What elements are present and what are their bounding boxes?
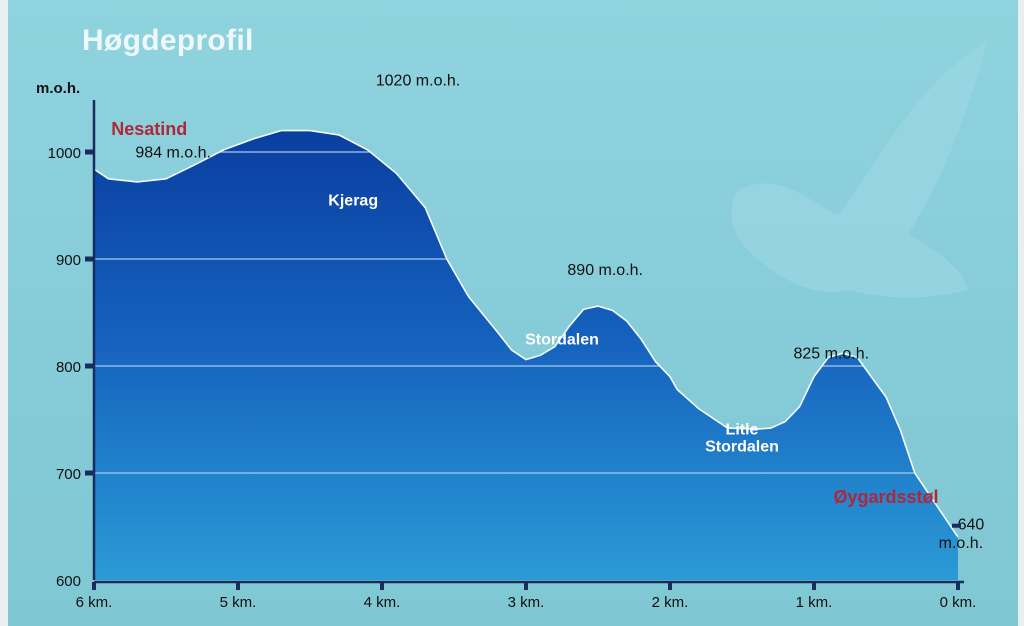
- eagle-silhouette: [731, 40, 988, 298]
- endpoint-marker: [952, 523, 961, 528]
- x-tick-5: [236, 582, 240, 590]
- y-tick-1000: [85, 149, 93, 155]
- place-label-2: Litle: [726, 421, 759, 438]
- y-tick-label-900: 900: [56, 252, 81, 269]
- elevation-annotation-0: 984 m.o.h.: [135, 144, 211, 161]
- y-tick-800: [85, 363, 93, 369]
- elevation-annotation-4: 640: [958, 517, 985, 534]
- x-tick-label-5: 5 km.: [220, 594, 257, 611]
- place-label-1: Stordalen: [525, 332, 599, 349]
- y-tick-label-1000: 1000: [48, 145, 81, 162]
- chart-title: Høgdeprofil: [82, 24, 254, 57]
- y-axis-label: m.o.h.: [36, 80, 80, 97]
- elevation-annotation-2: 890 m.o.h.: [567, 262, 643, 279]
- place-label-3: Stordalen: [705, 439, 779, 456]
- elevation-annotation-5: m.o.h.: [939, 535, 983, 552]
- peak-name-1: Øygardsstøl: [833, 487, 938, 507]
- x-tick-label-4: 4 km.: [364, 594, 401, 611]
- elevation-annotation-1: 1020 m.o.h.: [376, 73, 461, 90]
- y-tick-900: [85, 256, 93, 262]
- x-tick-0: [956, 582, 960, 590]
- peak-name-0: Nesatind: [111, 119, 187, 139]
- x-tick-label-1: 1 km.: [796, 594, 833, 611]
- elevation-area: [94, 130, 958, 580]
- y-tick-label-600: 600: [56, 573, 81, 590]
- y-tick-label-800: 800: [56, 359, 81, 376]
- x-tick-label-3: 3 km.: [508, 594, 545, 611]
- place-label-0: Kjerag: [328, 193, 378, 210]
- x-tick-label-6: 6 km.: [76, 594, 113, 611]
- x-tick-6: [92, 582, 96, 590]
- chart-board: Høgdeprofil 600 700 800 900 1000 m.o.h. 6 km. 5…: [8, 0, 1018, 626]
- x-tick-4: [380, 582, 384, 590]
- x-tick-1: [812, 582, 816, 590]
- x-tick-label-2: 2 km.: [652, 594, 689, 611]
- y-tick-700: [85, 470, 93, 476]
- elevation-chart: 600 700 800 900 1000 m.o.h. 6 km. 5 km. 4 km. 3 k…: [36, 40, 988, 611]
- y-tick-label-700: 700: [56, 466, 81, 483]
- x-tick-label-0: 0 km.: [940, 594, 977, 611]
- elevation-outline: [93, 129, 959, 538]
- elevation-annotation-3: 825 m.o.h.: [793, 346, 869, 363]
- x-tick-2: [668, 582, 672, 590]
- x-tick-3: [524, 582, 528, 590]
